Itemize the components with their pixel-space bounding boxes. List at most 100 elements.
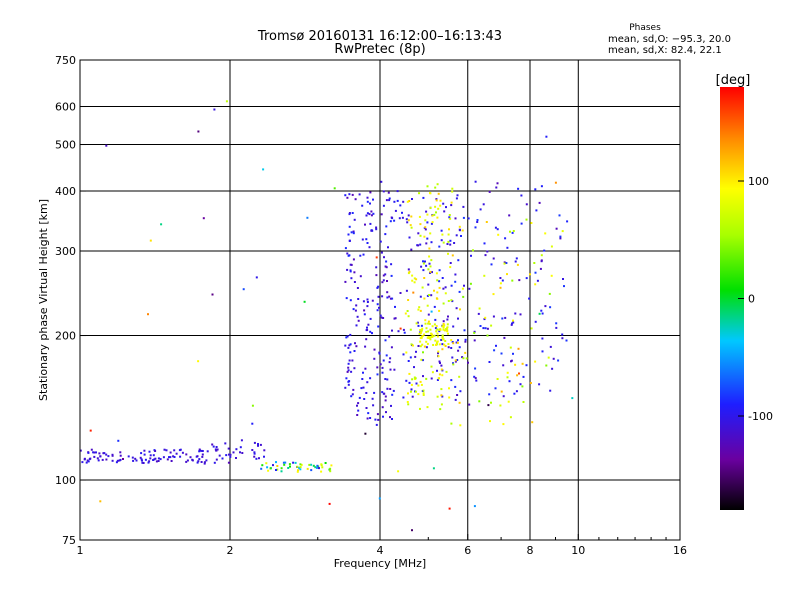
- data-point: [263, 455, 265, 458]
- data-point: [533, 262, 536, 264]
- data-point: [442, 326, 445, 329]
- data-point: [380, 213, 383, 216]
- data-point: [280, 470, 283, 473]
- data-point: [549, 306, 552, 309]
- data-point: [375, 266, 378, 269]
- data-point: [473, 375, 476, 378]
- data-point: [172, 455, 175, 458]
- data-point: [455, 341, 458, 344]
- data-point: [228, 453, 230, 456]
- data-point: [346, 252, 349, 255]
- data-point: [296, 465, 299, 468]
- data-point: [380, 251, 383, 254]
- data-point: [89, 457, 92, 460]
- data-point: [132, 459, 135, 462]
- data-point: [450, 339, 453, 342]
- data-point: [318, 467, 320, 470]
- data-point: [442, 202, 445, 205]
- data-point: [430, 241, 433, 244]
- data-point: [503, 336, 506, 339]
- data-point: [429, 192, 431, 194]
- data-point: [405, 218, 408, 221]
- data-point: [397, 470, 400, 473]
- data-point: [423, 277, 426, 279]
- data-point: [479, 208, 482, 211]
- data-point: [521, 362, 524, 365]
- data-point: [407, 403, 410, 406]
- data-point: [366, 200, 369, 203]
- data-point: [474, 367, 477, 370]
- data-point: [450, 299, 453, 302]
- data-point: [388, 295, 391, 298]
- data-point: [105, 453, 108, 456]
- x-axis-label: Frequency [MHz]: [334, 557, 426, 570]
- data-point: [353, 350, 356, 352]
- data-point: [449, 217, 452, 220]
- data-point: [512, 352, 514, 355]
- data-point: [347, 369, 350, 372]
- data-point: [153, 458, 156, 461]
- data-point: [420, 324, 423, 327]
- data-point: [518, 372, 520, 375]
- data-point: [442, 320, 445, 323]
- data-point: [431, 371, 434, 374]
- data-point: [282, 461, 285, 464]
- data-point: [426, 294, 429, 297]
- data-point: [420, 265, 423, 268]
- data-point: [436, 335, 439, 338]
- data-point: [155, 460, 158, 463]
- colorbar-tick-label-100: 100: [748, 175, 769, 188]
- data-point: [353, 281, 356, 283]
- data-point: [425, 210, 428, 213]
- data-point: [536, 279, 539, 282]
- data-point: [483, 242, 486, 245]
- data-point: [360, 387, 363, 390]
- data-point: [391, 393, 394, 396]
- data-point: [373, 348, 376, 351]
- data-point: [457, 339, 459, 342]
- data-point: [384, 339, 387, 342]
- data-point: [454, 280, 457, 283]
- data-point: [423, 333, 426, 336]
- data-point: [410, 383, 413, 386]
- data-point: [497, 233, 500, 236]
- data-point: [428, 322, 431, 325]
- data-point: [365, 238, 368, 241]
- data-point: [452, 363, 455, 366]
- data-point: [241, 452, 244, 454]
- data-point: [427, 313, 430, 316]
- data-point: [119, 458, 122, 461]
- data-point: [459, 424, 462, 427]
- data-point: [417, 308, 420, 311]
- data-point: [424, 226, 427, 229]
- data-point: [300, 463, 303, 466]
- data-point: [141, 461, 144, 464]
- data-point: [430, 259, 433, 262]
- data-point: [525, 277, 528, 280]
- data-point: [166, 458, 169, 461]
- data-point: [448, 228, 450, 231]
- data-point: [355, 304, 358, 307]
- data-point: [443, 343, 446, 346]
- data-point: [405, 379, 408, 382]
- data-point: [382, 359, 385, 362]
- data-point: [417, 324, 420, 327]
- data-point: [543, 249, 546, 252]
- data-point: [435, 297, 438, 300]
- data-point: [461, 229, 464, 232]
- data-point: [127, 455, 130, 458]
- data-point: [429, 338, 432, 341]
- data-point: [420, 383, 423, 386]
- data-point: [370, 229, 373, 232]
- data-point: [488, 393, 491, 396]
- data-point: [440, 368, 443, 371]
- data-point: [389, 297, 392, 300]
- data-point: [401, 211, 403, 214]
- data-point: [384, 378, 387, 380]
- data-point: [181, 451, 184, 454]
- data-point: [447, 346, 450, 349]
- data-point: [434, 205, 437, 208]
- data-point: [486, 334, 489, 337]
- data-point: [386, 296, 389, 299]
- data-point: [366, 301, 369, 303]
